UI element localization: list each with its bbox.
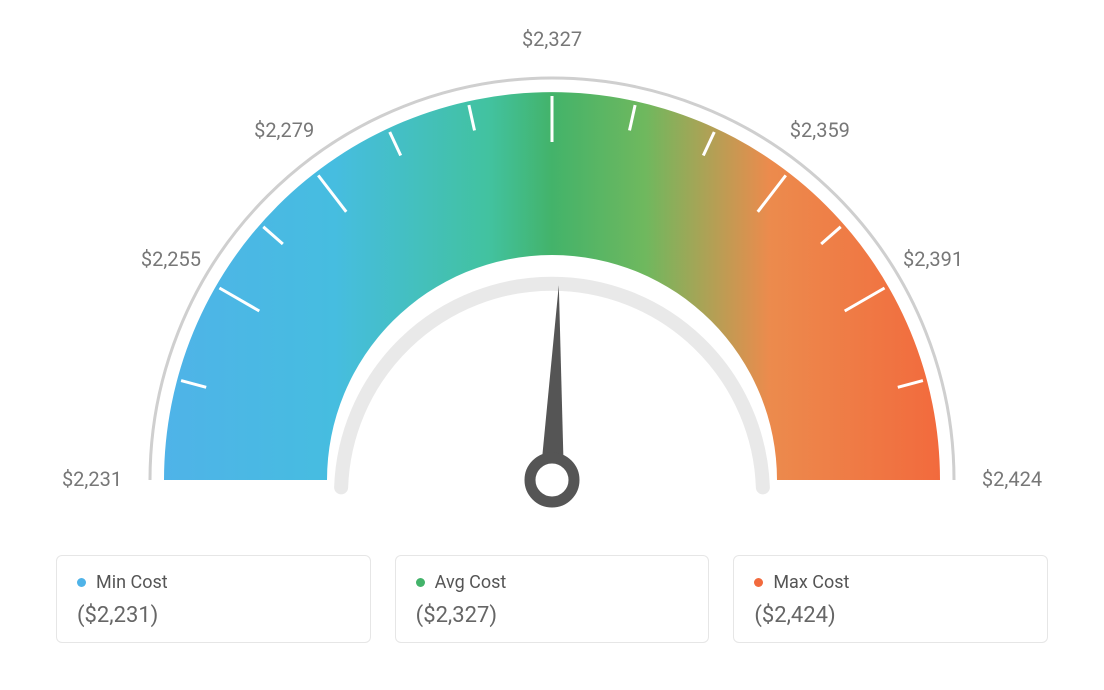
max-cost-card: Max Cost ($2,424) (733, 555, 1048, 643)
gauge-tick-label: $2,279 (254, 118, 314, 142)
min-cost-value: ($2,231) (77, 603, 350, 628)
max-cost-value: ($2,424) (754, 603, 1027, 628)
gauge-tick-label: $2,424 (982, 467, 1042, 491)
avg-cost-value: ($2,327) (416, 603, 689, 628)
min-cost-card: Min Cost ($2,231) (56, 555, 371, 643)
gauge-hub (530, 458, 574, 502)
legend-cards: Min Cost ($2,231) Avg Cost ($2,327) Max … (40, 555, 1064, 643)
max-dot-icon (754, 578, 763, 587)
gauge-needle (540, 285, 564, 480)
gauge-area: $2,231 $2,255 $2,279 $2,327 $2,359 $2,391 $2,4… (40, 0, 1064, 545)
min-dot-icon (77, 578, 86, 587)
min-cost-title: Min Cost (96, 572, 168, 593)
avg-cost-title-row: Avg Cost (416, 572, 689, 593)
gauge-tick-label: $2,391 (903, 247, 963, 271)
gauge-tick-label: $2,255 (141, 247, 201, 271)
max-cost-title-row: Max Cost (754, 572, 1027, 593)
gauge-tick-label: $2,231 (62, 467, 122, 491)
gauge-tick-label: $2,327 (522, 27, 582, 51)
gauge-tick-label: $2,359 (790, 118, 850, 142)
chart-container: $2,231 $2,255 $2,279 $2,327 $2,359 $2,391 $2,4… (0, 0, 1104, 690)
avg-dot-icon (416, 578, 425, 587)
min-cost-title-row: Min Cost (77, 572, 350, 593)
max-cost-title: Max Cost (773, 572, 849, 593)
avg-cost-title: Avg Cost (435, 572, 507, 593)
gauge-svg: $2,231 $2,255 $2,279 $2,327 $2,359 $2,391 $2,4… (40, 0, 1064, 545)
avg-cost-card: Avg Cost ($2,327) (395, 555, 710, 643)
